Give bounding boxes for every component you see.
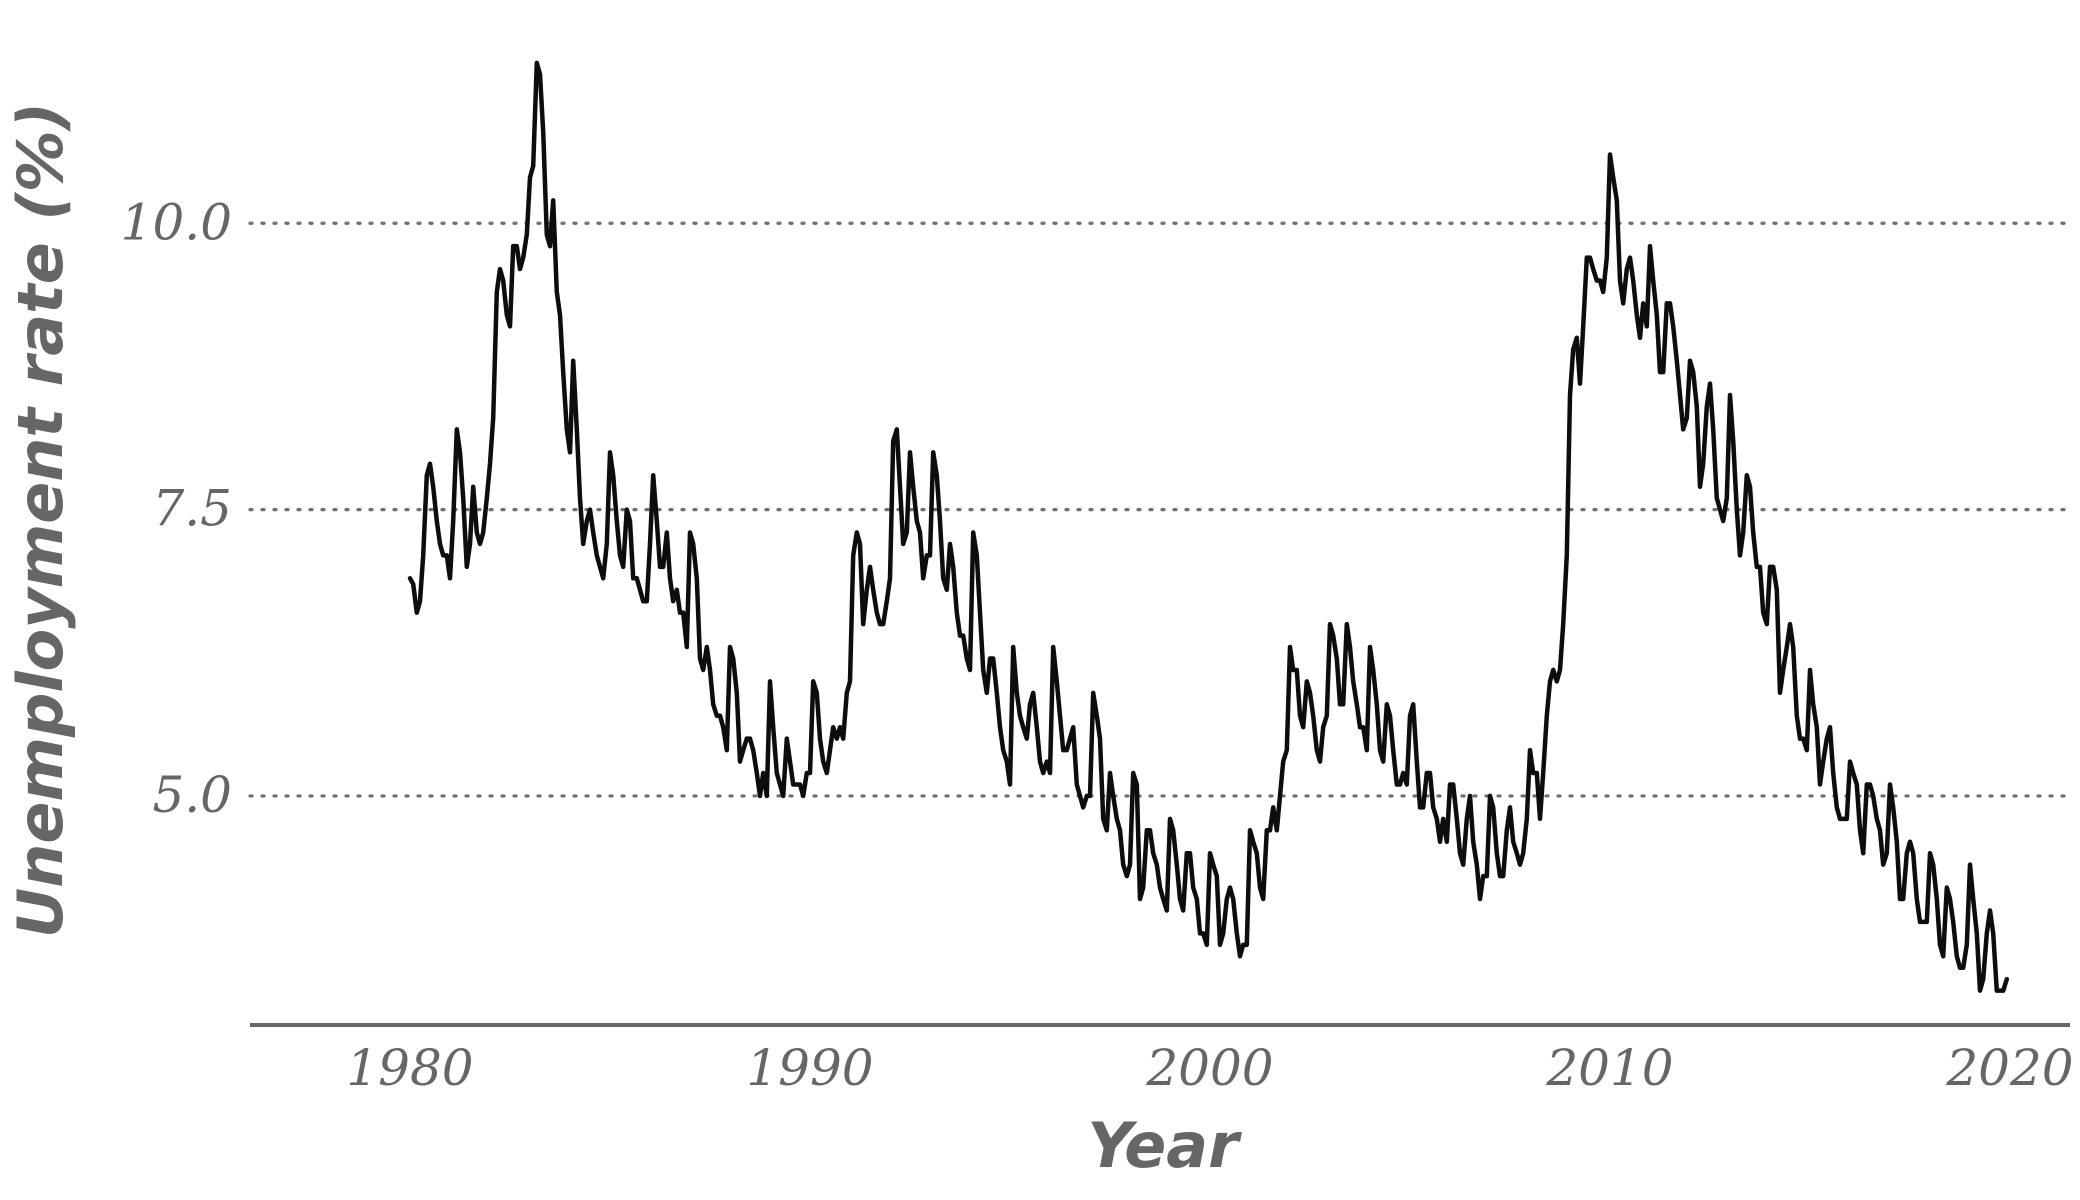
y-tick-label: 5.0 [152,766,232,824]
y-tick-label: 10.0 [121,193,232,251]
y-axis-ticks: 5.0 7.5 10.0 [121,193,232,824]
x-tick-label: 1980 [346,1039,473,1097]
y-tick-label: 7.5 [152,480,232,538]
x-axis-ticks: 1980 1990 2000 2010 2020 [346,1039,2073,1097]
series-line-0 [407,60,2010,993]
x-tick-label: 2020 [1945,1039,2073,1097]
x-tick-label: 1990 [746,1039,873,1097]
y-axis-title: Unemployment rate (%) [4,102,77,938]
x-tick-label: 2000 [1145,1039,1273,1097]
series-layer [407,60,2010,993]
x-axis-title: Year [1087,1109,1242,1182]
x-tick-label: 2010 [1545,1039,1673,1097]
